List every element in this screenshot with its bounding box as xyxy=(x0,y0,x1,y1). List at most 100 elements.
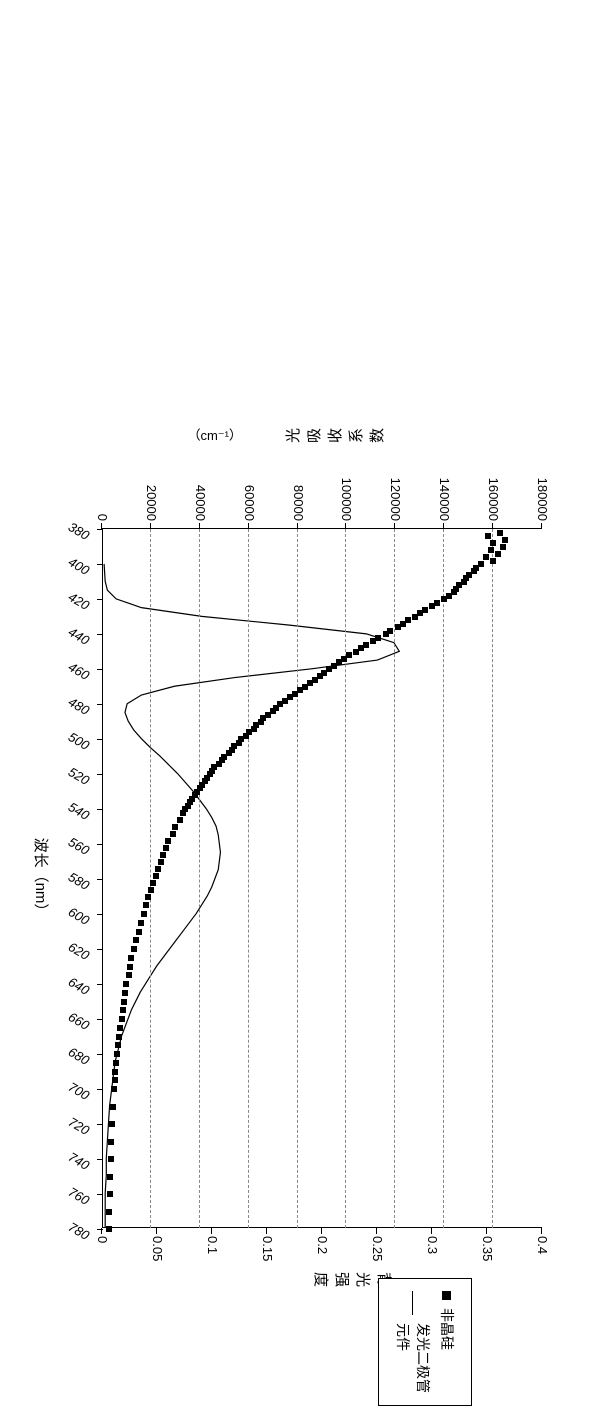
gridline xyxy=(443,529,444,1228)
scatter-point xyxy=(160,852,166,858)
x-tick xyxy=(97,1089,103,1090)
scatter-point xyxy=(106,1226,112,1232)
y2-tick xyxy=(266,1228,267,1234)
y2-tick xyxy=(431,1228,432,1234)
x-tick-label: 620 xyxy=(59,935,92,963)
scatter-point xyxy=(107,1174,113,1180)
y1-tick-label: 140000 xyxy=(437,463,452,521)
line-marker-icon xyxy=(413,1291,414,1315)
x-tick xyxy=(97,529,103,530)
y2-axis-title: 背光强度 xyxy=(242,1268,392,1289)
scatter-point xyxy=(153,873,159,879)
x-tick-label: 540 xyxy=(59,795,92,823)
scatter-point xyxy=(177,817,183,823)
y1-tick-label: 80000 xyxy=(291,463,306,521)
scatter-point xyxy=(502,537,508,543)
x-tick-label: 780 xyxy=(59,1215,92,1243)
x-tick-label: 420 xyxy=(59,585,92,613)
scatter-point xyxy=(180,810,186,816)
chart-container: 波长（nm） 光吸收系数 （cm⁻¹） 背光强度 非晶硅 发光二极管 元件 38… xyxy=(0,408,592,1408)
y1-axis-unit: （cm⁻¹） xyxy=(187,426,242,445)
x-tick xyxy=(97,1229,103,1230)
scatter-point xyxy=(490,540,496,546)
scatter-point xyxy=(143,902,149,908)
x-tick xyxy=(97,844,103,845)
x-tick xyxy=(97,809,103,810)
y1-tick-label: 120000 xyxy=(388,463,403,521)
scatter-point xyxy=(119,1016,125,1022)
y1-tick-label: 0 xyxy=(95,463,110,521)
scatter-point xyxy=(112,1069,118,1075)
scatter-point xyxy=(483,554,489,560)
y2-tick-label: 0.4 xyxy=(535,1236,550,1254)
legend-label-line-2: 元件 xyxy=(395,1323,411,1351)
scatter-point xyxy=(111,1086,117,1092)
scatter-point xyxy=(497,530,503,536)
gridline xyxy=(492,529,493,1228)
page-rotated: 波长（nm） 光吸收系数 （cm⁻¹） 背光强度 非晶硅 发光二极管 元件 38… xyxy=(0,408,592,1000)
scatter-point xyxy=(123,981,129,987)
x-tick-label: 680 xyxy=(59,1040,92,1068)
x-tick xyxy=(97,984,103,985)
x-tick xyxy=(97,704,103,705)
scatter-point xyxy=(165,838,171,844)
legend-label-line-1: 发光二极管 xyxy=(415,1323,431,1393)
scatter-point xyxy=(488,547,494,553)
y2-tick-label: 0.3 xyxy=(425,1236,440,1254)
y2-tick xyxy=(321,1228,322,1234)
led-line-series xyxy=(103,529,542,1228)
scatter-point xyxy=(110,1104,116,1110)
x-tick xyxy=(97,1019,103,1020)
x-tick-label: 380 xyxy=(59,515,92,543)
scatter-point xyxy=(163,845,169,851)
scatter-point xyxy=(490,558,496,564)
x-tick xyxy=(97,1194,103,1195)
y2-tick-label: 0.05 xyxy=(150,1236,165,1261)
y2-tick xyxy=(376,1228,377,1234)
x-tick xyxy=(97,1054,103,1055)
x-tick xyxy=(97,599,103,600)
scatter-point xyxy=(429,603,435,609)
x-tick-label: 740 xyxy=(59,1145,92,1173)
y1-tick-label: 20000 xyxy=(144,463,159,521)
gridline xyxy=(248,529,249,1228)
scatter-point xyxy=(148,887,154,893)
scatter-point xyxy=(114,1051,120,1057)
scatter-point xyxy=(116,1034,122,1040)
x-tick xyxy=(97,634,103,635)
x-tick-label: 460 xyxy=(59,655,92,683)
x-tick-label: 660 xyxy=(59,1005,92,1033)
legend-label-line: 发光二极管 元件 xyxy=(393,1323,433,1393)
y1-tick xyxy=(248,523,249,529)
x-tick-label: 500 xyxy=(59,725,92,753)
scatter-point xyxy=(117,1025,123,1031)
y2-tick-label: 0.2 xyxy=(315,1236,330,1254)
x-tick xyxy=(97,914,103,915)
y2-tick-label: 0 xyxy=(95,1236,110,1243)
scatter-point xyxy=(158,859,164,865)
y1-tick xyxy=(541,523,542,529)
scatter-point xyxy=(126,972,132,978)
scatter-point xyxy=(122,990,128,996)
scatter-point xyxy=(109,1121,115,1127)
scatter-point xyxy=(106,1209,112,1215)
x-tick xyxy=(97,1124,103,1125)
scatter-point xyxy=(485,533,491,539)
scatter-point xyxy=(395,624,401,630)
gridline xyxy=(297,529,298,1228)
y2-tick-label: 0.35 xyxy=(480,1236,495,1261)
x-axis-title: 波长（nm） xyxy=(31,528,52,1228)
x-tick xyxy=(97,564,103,565)
gridline xyxy=(394,529,395,1228)
scatter-point xyxy=(115,1042,121,1048)
x-tick xyxy=(97,1159,103,1160)
scatter-point xyxy=(383,631,389,637)
x-tick-label: 720 xyxy=(59,1110,92,1138)
scatter-point xyxy=(500,544,506,550)
x-tick-label: 440 xyxy=(59,620,92,648)
y2-tick xyxy=(156,1228,157,1234)
scatter-point xyxy=(127,964,133,970)
scatter-point xyxy=(141,911,147,917)
scatter-point xyxy=(136,929,142,935)
gridline xyxy=(199,529,200,1228)
